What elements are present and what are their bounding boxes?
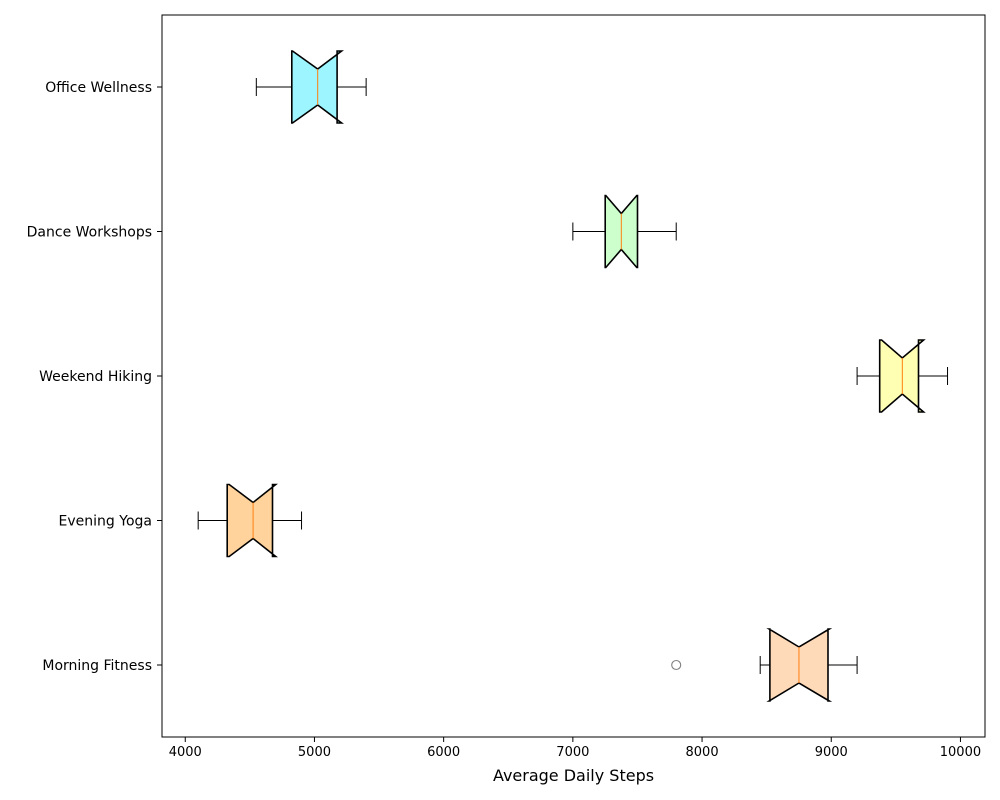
- box-body: [880, 340, 924, 412]
- y-tick-label: Office Wellness: [45, 80, 152, 96]
- x-tick-label: 5000: [298, 745, 331, 760]
- x-tick-label: 7000: [556, 745, 589, 760]
- y-tick-label: Evening Yoga: [59, 514, 152, 530]
- box-group: [198, 485, 301, 557]
- x-tick-label: 4000: [169, 745, 202, 760]
- outlier-point: [672, 661, 681, 670]
- box-body: [292, 51, 342, 123]
- box-group: [573, 196, 676, 268]
- x-tick-label: 8000: [686, 745, 719, 760]
- boxes-layer: [198, 51, 947, 701]
- y-axis: Morning Fitness Evening Yoga Weekend Hikin…: [27, 80, 162, 674]
- box-group: [857, 340, 947, 412]
- y-tick-label: Morning Fitness: [42, 658, 152, 674]
- box-group: [256, 51, 366, 123]
- box-body: [227, 485, 276, 557]
- x-tick-label: 6000: [427, 745, 460, 760]
- y-tick-label: Weekend Hiking: [39, 369, 152, 385]
- x-tick-label: 9000: [815, 745, 848, 760]
- y-tick-label: Dance Workshops: [27, 225, 152, 241]
- x-tick-label: 10000: [940, 745, 981, 760]
- box-group: [672, 629, 857, 701]
- x-axis: 4000 5000 6000 7000 8000 9000 10000: [169, 737, 981, 760]
- x-axis-title: Average Daily Steps: [493, 766, 654, 785]
